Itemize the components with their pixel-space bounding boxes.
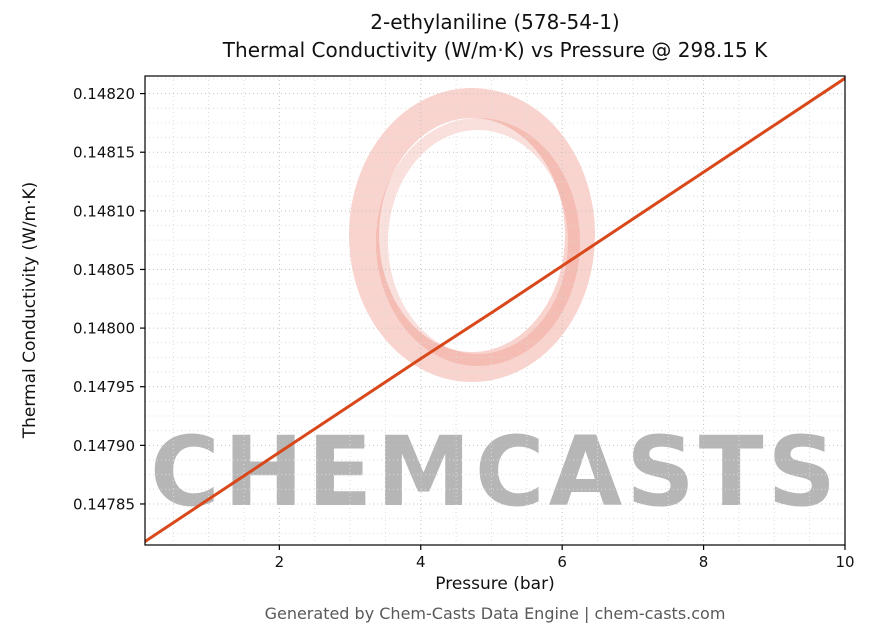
chart-title-line1: 2-ethylaniline (578-54-1) [370,10,620,34]
y-tick-label: 0.14790 [73,437,135,455]
x-tick-label: 8 [699,553,709,571]
y-tick-label: 0.14795 [73,378,135,396]
y-tick-label: 0.14805 [73,261,135,279]
watermark-text: CHEMCASTS [150,416,840,528]
x-tick-label: 2 [275,553,285,571]
y-tick-label: 0.14815 [73,144,135,162]
x-tick-label: 10 [835,553,854,571]
chart-title-line2: Thermal Conductivity (W/m·K) vs Pressure… [222,38,768,63]
gridlines [145,76,846,545]
x-tick-label: 4 [416,553,426,571]
y-tick-label: 0.14810 [73,202,135,220]
footer-attribution: Generated by Chem-Casts Data Engine | ch… [264,604,726,623]
y-tick-label: 0.14800 [73,320,135,338]
y-axis-label: Thermal Conductivity (W/m·K) [20,181,40,439]
chart-title: 2-ethylaniline (578-54-1) Thermal Conduc… [145,8,845,65]
watermark: CHEMCASTS [150,88,840,528]
x-tick-label: 6 [557,553,567,571]
y-tick-label: 0.14820 [73,85,135,103]
x-axis-label: Pressure (bar) [435,574,555,594]
data-line [145,76,845,543]
plot-border [144,75,846,546]
y-tick-label: 0.14785 [73,495,135,513]
axis-ticks: 2 4 6 8 10 0.14785 0.14790 0.14795 0.14800 0.1480… [73,85,855,571]
